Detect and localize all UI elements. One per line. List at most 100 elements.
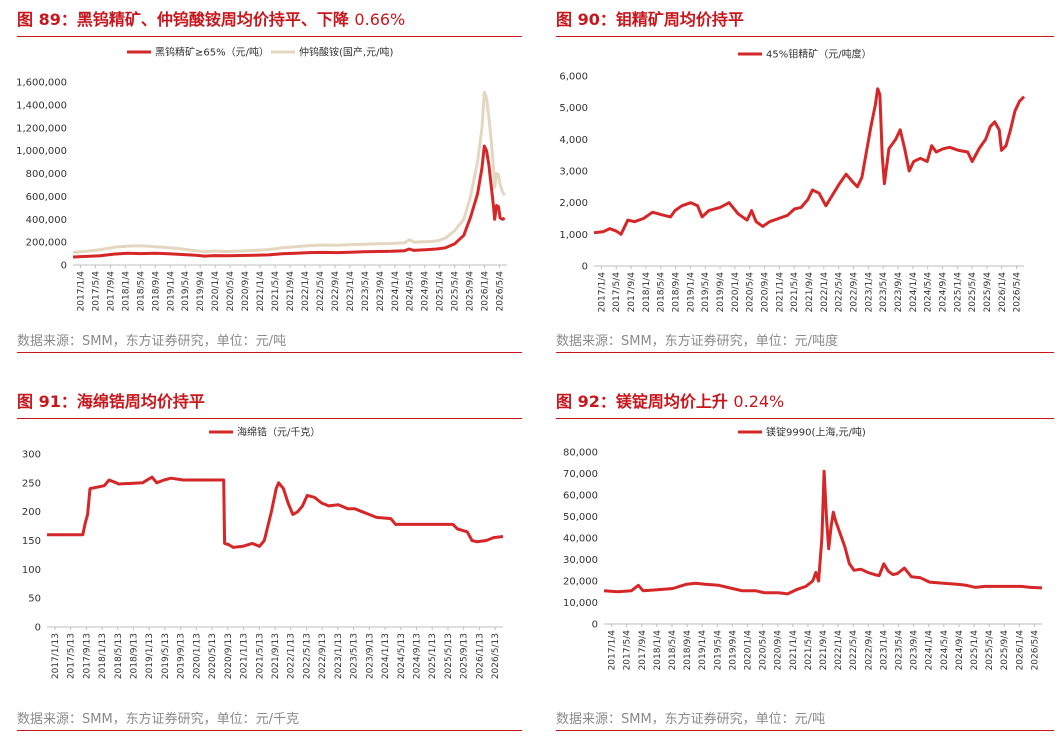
x-tick-label: 2022/1/4 — [820, 272, 830, 313]
x-tick-label: 2024/9/4 — [421, 271, 431, 312]
chart-title-89: 图 89：黑钨精矿、仲钨酸铵周均价持平、下降 0.66% — [17, 6, 522, 30]
chart-svg-89: 0 200,000 400,000 600,000 800,000 1,000,000 1,… — [17, 46, 507, 312]
y-tick-label: 70,000 — [563, 469, 598, 480]
x-tick-label: 2022/9/4 — [849, 272, 859, 313]
y-tick-label: 1,000,000 — [17, 146, 67, 157]
bottom-divider-90 — [556, 352, 1054, 353]
x-tick-label: 2020/1/4 — [743, 630, 753, 671]
y-tick-label: 300 — [22, 450, 41, 461]
x-tick-label: 2023/1/4 — [346, 271, 356, 312]
x-tick-label: 2024/9/13 — [413, 633, 423, 679]
x-tick-label: 2019/9/4 — [728, 630, 738, 671]
chart-panel-91: 图 91：海绵锆周均价持平 0 50 100 150 200 250 300 2017/1/1… — [17, 388, 522, 734]
x-tick-label: 2023/1/4 — [879, 630, 889, 671]
title-divider-91 — [17, 418, 522, 419]
y-tick-label: 200 — [22, 507, 41, 518]
x-tick-label: 2019/9/4 — [716, 272, 726, 313]
y-tick-label: 30,000 — [563, 555, 598, 566]
x-tick-label: 2017/1/13 — [51, 633, 61, 679]
x-tick-label: 2022/1/4 — [834, 630, 844, 671]
y-tick-label: 6,000 — [559, 72, 588, 83]
x-tick-label: 2021/1/4 — [256, 271, 266, 312]
x-tick-label: 2018/5/13 — [114, 633, 124, 679]
x-tick-label: 2021/5/4 — [271, 271, 281, 312]
y-tick-label: 800,000 — [26, 169, 67, 180]
x-tick-label: 2022/5/4 — [316, 271, 326, 312]
x-tick-label: 2021/9/4 — [286, 271, 296, 312]
x-tick-label: 2024/5/13 — [397, 633, 407, 679]
x-tick-label: 2019/1/4 — [698, 630, 708, 671]
x-tick-label: 2025/5/4 — [451, 271, 461, 312]
chart-title-90: 图 90：钼精矿周均价持平 — [556, 6, 1054, 30]
series-line-1 — [47, 475, 504, 549]
x-tick-label: 2024/9/4 — [938, 272, 948, 313]
y-tick-label: 5,000 — [559, 103, 588, 114]
x-tick-label: 2017/9/4 — [627, 272, 637, 313]
chart-panel-90: 图 90：钼精矿周均价持平 0 1,000 2,000 3,000 4,000 5,000… — [556, 6, 1054, 354]
x-tick-label: 2024/5/4 — [940, 630, 950, 671]
y-tick-label: 0 — [35, 623, 41, 634]
x-tick-label: 2019/1/4 — [166, 271, 176, 312]
x-tick-label: 2019/5/4 — [181, 271, 191, 312]
x-tick-label: 2020/1/4 — [211, 271, 221, 312]
x-tick-label: 2024/5/4 — [406, 271, 416, 312]
y-tick-label: 40,000 — [563, 534, 598, 545]
x-tick-label: 2022/5/4 — [849, 630, 859, 671]
x-tick-label: 2021/1/4 — [775, 272, 785, 313]
x-tick-label: 2020/9/4 — [774, 630, 784, 671]
x-tick-label: 2018/9/13 — [129, 633, 139, 679]
title-divider-90 — [556, 36, 1054, 37]
x-tick-label: 2022/9/4 — [864, 630, 874, 671]
y-tick-label: 1,400,000 — [17, 100, 67, 111]
x-tick-label: 2023/5/4 — [361, 271, 371, 312]
x-tick-label: 2020/1/4 — [731, 272, 741, 313]
y-tick-label: 3,000 — [559, 167, 588, 178]
chart-source-91: 数据来源：SMM，东方证券研究，单位：元/千克 — [17, 712, 300, 727]
x-tick-label: 2023/5/4 — [895, 630, 905, 671]
x-tick-label: 2025/9/4 — [1000, 630, 1010, 671]
x-tick-label: 2025/1/13 — [428, 633, 438, 679]
x-tick-label: 2017/5/4 — [612, 272, 622, 313]
x-tick-label: 2026/5/4 — [1013, 272, 1023, 313]
x-tick-label: 2019/9/13 — [177, 633, 187, 679]
x-tick-label: 2025/5/4 — [985, 630, 995, 671]
x-tick-label: 2020/5/13 — [208, 633, 218, 679]
x-tick-label: 2018/5/4 — [657, 272, 667, 313]
x-tick-label: 2020/5/4 — [759, 630, 769, 671]
x-tick-label: 2018/5/4 — [136, 271, 146, 312]
x-tick-label: 2018/1/13 — [98, 633, 108, 679]
y-tick-label: 10,000 — [563, 598, 598, 609]
chart-panel-89: 图 89：黑钨精矿、仲钨酸铵周均价持平、下降 0.66% 0 200,000 400… — [17, 6, 522, 354]
x-tick-label: 2025/1/4 — [436, 271, 446, 312]
y-tick-label: 1,600,000 — [17, 78, 67, 89]
y-tick-label: 1,200,000 — [17, 123, 67, 134]
x-tick-label: 2024/1/4 — [391, 271, 401, 312]
series-line-1 — [593, 87, 1026, 236]
x-tick-label: 2022/5/13 — [302, 633, 312, 679]
x-tick-label: 2021/5/4 — [790, 272, 800, 313]
series-line-2 — [72, 90, 506, 254]
x-tick-label: 2022/5/4 — [835, 272, 845, 313]
y-tick-label: 150 — [22, 536, 41, 547]
x-tick-label: 2019/9/4 — [196, 271, 206, 312]
y-tick-label: 0 — [592, 620, 598, 631]
x-tick-label: 2020/9/13 — [224, 633, 234, 679]
chart-svg-91: 0 50 100 150 200 250 300 2017/1/13 2017/5/13 2017… — [22, 426, 504, 679]
x-tick-label: 2019/1/4 — [686, 272, 696, 313]
chart-title-text-91: 图 91：海绵锆周均价持平 — [17, 392, 205, 411]
y-tick-label: 600,000 — [26, 192, 67, 203]
x-tick-label: 2017/1/4 — [608, 630, 618, 671]
title-divider-89 — [17, 36, 522, 37]
x-tick-label: 2022/9/4 — [331, 271, 341, 312]
series-line-1 — [603, 469, 1043, 596]
chart-svg-90: 0 1,000 2,000 3,000 4,000 5,000 6,000 2017/1/4 2… — [559, 48, 1026, 313]
y-tick-label: 400,000 — [26, 215, 67, 226]
chart-svg-92: 0 10,000 20,000 30,000 40,000 50,000 60,000 70,… — [563, 426, 1043, 671]
x-tick-label: 2025/1/4 — [953, 272, 963, 313]
y-tick-label: 60,000 — [563, 491, 598, 502]
y-tick-label: 0 — [61, 261, 67, 272]
x-tick-label: 2023/5/13 — [350, 633, 360, 679]
x-tick-label: 2022/9/13 — [318, 633, 328, 679]
x-tick-label: 2021/1/13 — [240, 633, 250, 679]
chart-title-91: 图 91：海绵锆周均价持平 — [17, 388, 522, 412]
